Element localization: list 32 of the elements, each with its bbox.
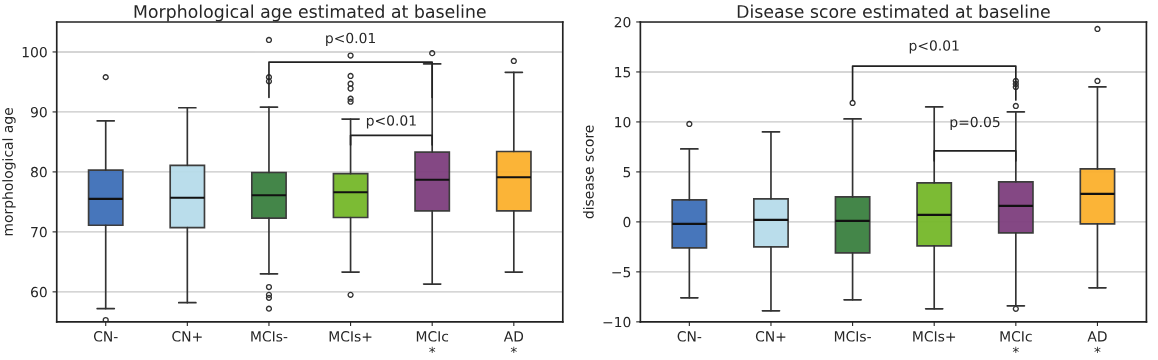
x-tick-label: CN+ [755,331,786,342]
y-tick-label: 90 [30,106,47,118]
y-tick-label: −10 [603,316,631,328]
y-axis-title: disease score [583,125,594,219]
x-tick-label: MCIs- [251,331,288,342]
x-tick-label: MCIc * [1000,331,1032,353]
y-tick-label: 60 [31,286,47,298]
x-tick-label: MCIs+ [913,331,956,342]
annotation: p<0.01 [366,115,416,129]
x-tick-label: AD * [1087,331,1107,353]
annotation: p<0.01 [909,40,959,54]
chart-title: Morphological age estimated at baseline [134,4,486,22]
annotation: p<0.01 [326,32,375,46]
y-tick-label: 70 [31,226,47,238]
y-tick-label: 15 [615,67,631,78]
chart-title: Disease score estimated at baseline [737,4,1050,19]
x-tick-label: MCIs- [834,331,871,342]
y-tick-label: 5 [623,167,631,178]
y-tick-label: 0 [623,216,631,228]
x-tick-label: MCIs+ [329,331,372,342]
x-tick-label: CN- [93,331,118,342]
y-tick-label: 20 [614,16,631,28]
x-tick-label: MCIc * [416,331,449,353]
x-tick-label: AD * [503,331,524,353]
x-tick-label: CN- [677,331,702,342]
y-tick-label: 80 [30,166,47,178]
x-tick-label: CN+ [172,331,202,342]
y-tick-label: −5 [612,267,631,278]
y-axis-title: morphological age [2,108,16,236]
annotation: p=0.05 [950,116,1000,130]
y-tick-label: 10 [615,116,631,128]
y-tick-label: 100 [22,46,47,58]
